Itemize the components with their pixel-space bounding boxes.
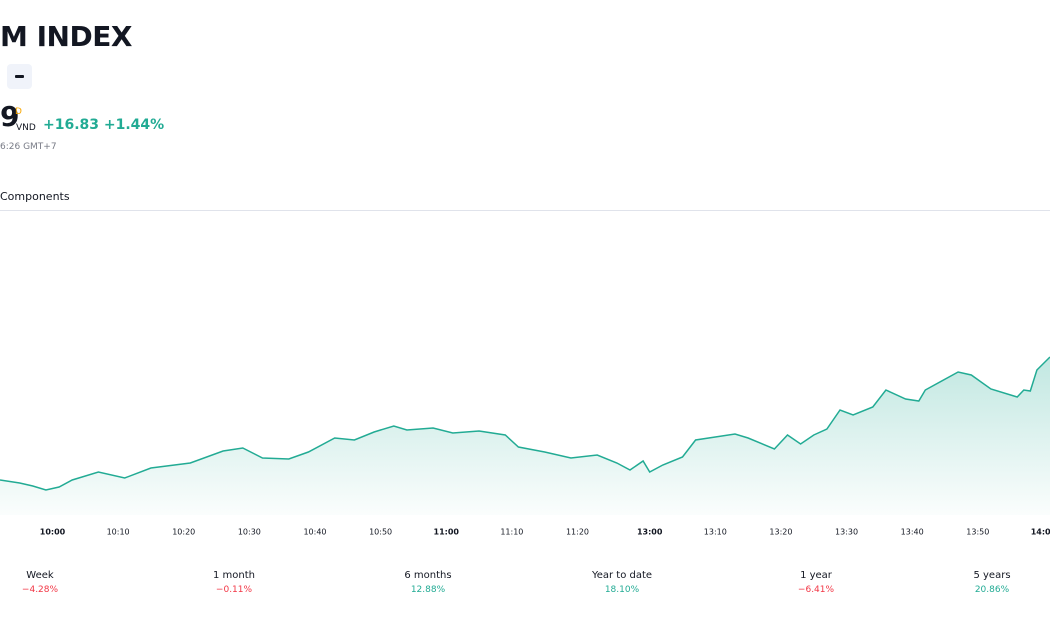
timestamp: 6:26 GMT+7	[0, 142, 57, 152]
period-change: 18.10%	[604, 585, 640, 595]
period-change: 12.88%	[410, 585, 446, 595]
period-label: 1 month	[213, 570, 255, 581]
period-label: Week	[26, 570, 54, 581]
x-tick-label: 13:20	[769, 528, 792, 537]
period-change: 20.86%	[974, 585, 1010, 595]
divider	[0, 210, 1050, 211]
performance-item[interactable]: 1 month −0.11%	[174, 570, 294, 595]
change: +16.83 +1.44%	[43, 117, 164, 133]
period-change: −0.11%	[215, 585, 253, 595]
x-tick-label: 13:30	[835, 528, 858, 537]
symbol-title: M INDEX	[0, 20, 132, 53]
period-label: Year to date	[591, 570, 653, 581]
x-tick-label: 13:50	[966, 528, 989, 537]
x-tick-label: 10:10	[107, 528, 130, 537]
period-label: 6 months	[404, 570, 452, 581]
period-label: 1 year	[800, 570, 832, 581]
x-tick-label: 10:50	[369, 528, 392, 537]
performance-item[interactable]: Year to date 18.10%	[562, 570, 682, 595]
x-tick-label: 13:00	[637, 528, 663, 537]
performance-item[interactable]: 1 year −6.41%	[756, 570, 876, 595]
x-tick-label: 11:10	[500, 528, 523, 537]
period-change: −4.28%	[21, 585, 59, 595]
area	[0, 357, 1050, 515]
line	[0, 356, 1050, 491]
tab[interactable]: Components	[0, 190, 70, 203]
performance-item[interactable]: 6 months 12.88%	[368, 570, 488, 595]
x-tick-label: 11:20	[566, 528, 589, 537]
x-tick-label: 10:00	[40, 528, 66, 537]
price: 9	[0, 100, 20, 133]
x-tick-label: 14:00	[1031, 528, 1050, 537]
change-value: +16.83	[43, 117, 100, 133]
performance-item[interactable]: 5 years 20.86%	[932, 570, 1050, 595]
period-label: 5 years	[973, 570, 1011, 581]
change-percent: +1.44%	[103, 117, 165, 133]
x-tick-label: 10:40	[303, 528, 326, 537]
x-tick-label: 13:10	[704, 528, 727, 537]
x-tick-label: 10:20	[172, 528, 195, 537]
x-tick-label: 11:00	[434, 528, 460, 537]
collapse-button[interactable]	[7, 64, 32, 89]
currency: VND	[16, 123, 36, 133]
x-tick-label: 10:30	[238, 528, 261, 537]
x-tick-label: 13:40	[901, 528, 924, 537]
performance-item[interactable]: Week −4.28%	[0, 570, 100, 595]
price-flag: D	[15, 107, 22, 117]
period-change: −6.41%	[797, 585, 835, 595]
